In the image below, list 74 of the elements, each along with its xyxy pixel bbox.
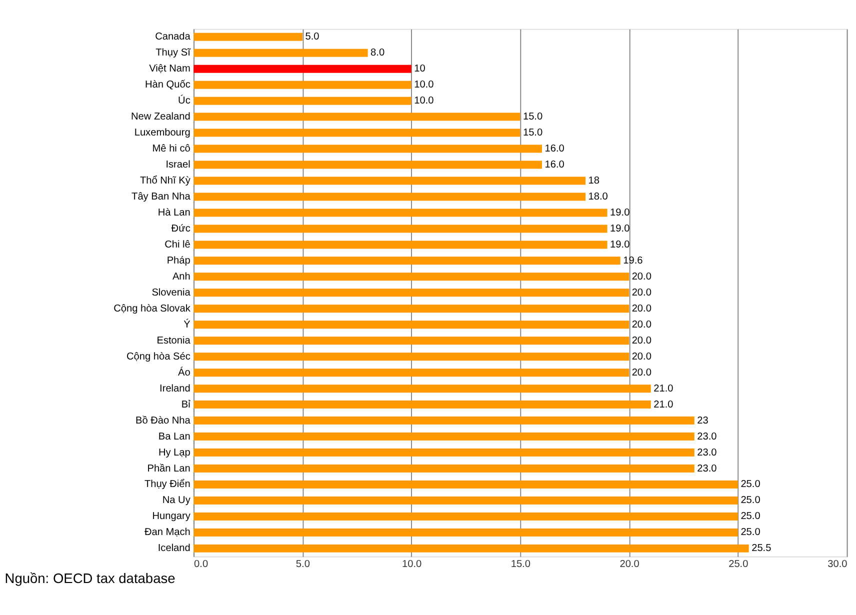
y-tick-label: Tây Ban Nha bbox=[132, 191, 191, 202]
data-label: 25.5 bbox=[752, 543, 772, 554]
data-label: 20.0 bbox=[632, 335, 652, 346]
data-label: 20.0 bbox=[632, 287, 652, 298]
data-label: 25.0 bbox=[740, 479, 761, 490]
y-tick-label: Úc bbox=[178, 94, 190, 107]
y-tick-label: Hà Lan bbox=[158, 207, 190, 218]
text: Nguồn: OECD tax database bbox=[4, 571, 176, 586]
y-tick-label: Slovenia bbox=[152, 287, 191, 298]
data-label: 20.0 bbox=[632, 367, 652, 378]
data-label: 15.0 bbox=[522, 112, 543, 123]
x-tick-label: 20.0 bbox=[620, 558, 640, 570]
y-tick-label: Pháp bbox=[166, 255, 191, 266]
x-tick-label: 0.0 bbox=[194, 558, 208, 570]
y-tick-label: Cộng hòa Slovak bbox=[114, 303, 192, 314]
data-label: 16.0 bbox=[544, 144, 565, 155]
data-label: 21.0 bbox=[654, 383, 674, 394]
data-label: 25.0 bbox=[740, 527, 761, 538]
y-tick-label: Hàn Quốc bbox=[144, 80, 190, 91]
y-tick-label: Luxembourg bbox=[134, 128, 190, 139]
y-tick-label: Thụy Sĩ bbox=[156, 48, 192, 59]
y-tick-label: Bỉ bbox=[181, 399, 192, 410]
data-label: 19.0 bbox=[610, 239, 630, 250]
data-label: 20.0 bbox=[632, 319, 652, 330]
y-tick-label: Ý bbox=[184, 318, 191, 330]
data-label: 23.0 bbox=[697, 431, 718, 442]
data-label: 25.0 bbox=[740, 495, 761, 506]
data-label: 20.0 bbox=[632, 271, 652, 282]
y-tick-label: Ireland bbox=[160, 383, 190, 394]
data-label: 16.0 bbox=[544, 160, 565, 171]
y-tick-label: Phần Lan bbox=[147, 463, 190, 474]
data-label: 19.6 bbox=[623, 255, 644, 266]
y-tick-label: Việt Nam bbox=[149, 64, 190, 75]
data-label: 20.0 bbox=[632, 303, 652, 314]
y-tick-label: Na Uy bbox=[162, 495, 192, 506]
data-label: 15.0 bbox=[522, 128, 543, 139]
y-tick-label: New Zealand bbox=[130, 112, 190, 123]
y-tick-label: Cộng hòa Séc bbox=[126, 351, 190, 362]
y-tick-label: Hungary bbox=[152, 511, 192, 522]
y-tick-label: Estonia bbox=[156, 335, 191, 346]
x-tick-label: 5.0 bbox=[296, 558, 310, 570]
data-label: 8.0 bbox=[370, 48, 385, 59]
y-tick-label: Hy Lạp bbox=[158, 447, 191, 458]
x-tick-label: 15.0 bbox=[510, 558, 531, 570]
data-label: 10.0 bbox=[414, 96, 434, 107]
y-tick-label: Chi lê bbox=[164, 239, 191, 250]
data-label: 23.0 bbox=[697, 447, 718, 458]
data-label: 18.0 bbox=[588, 191, 608, 202]
x-tick-label: 10.0 bbox=[402, 558, 422, 570]
data-label: 10 bbox=[414, 64, 426, 75]
y-tick-label: Israel bbox=[166, 160, 190, 171]
data-label: 10.0 bbox=[414, 80, 434, 91]
x-tick-label: 30.0 bbox=[828, 558, 848, 570]
y-tick-label: Áo bbox=[178, 366, 191, 378]
data-label: 19.0 bbox=[610, 223, 630, 234]
x-tick-label: 25.0 bbox=[728, 558, 749, 570]
y-tick-label: Mê hi cô bbox=[152, 144, 191, 155]
y-tick-label: Canada bbox=[155, 32, 191, 43]
data-label: 21.0 bbox=[654, 399, 674, 410]
data-label: 23.0 bbox=[697, 463, 718, 474]
data-label: 23 bbox=[697, 415, 709, 426]
data-label: 5.0 bbox=[305, 32, 320, 43]
y-tick-label: Đan Mạch bbox=[144, 527, 190, 538]
data-label: 20.0 bbox=[632, 351, 652, 362]
data-label: 25.0 bbox=[740, 511, 761, 522]
y-tick-label: Thổ Nhĩ Kỳ bbox=[140, 174, 192, 187]
data-label: 19.0 bbox=[610, 207, 630, 218]
y-tick-label: Đức bbox=[171, 223, 190, 234]
y-tick-label: Iceland bbox=[158, 543, 190, 554]
y-tick-label: Bồ Đào Nha bbox=[135, 415, 191, 426]
y-tick-label: Thụy Điển bbox=[144, 478, 190, 490]
data-label: 18 bbox=[588, 176, 600, 187]
y-tick-label: Ba Lan bbox=[158, 431, 190, 442]
y-tick-label: Anh bbox=[172, 271, 190, 282]
